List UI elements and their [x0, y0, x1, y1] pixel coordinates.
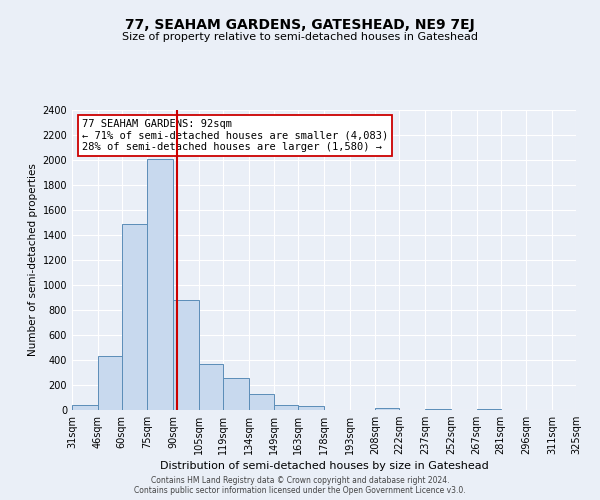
Text: Size of property relative to semi-detached houses in Gateshead: Size of property relative to semi-detach…	[122, 32, 478, 42]
Text: 77 SEAHAM GARDENS: 92sqm
← 71% of semi-detached houses are smaller (4,083)
28% o: 77 SEAHAM GARDENS: 92sqm ← 71% of semi-d…	[82, 119, 388, 152]
Text: Contains public sector information licensed under the Open Government Licence v3: Contains public sector information licen…	[134, 486, 466, 495]
Bar	[98, 356, 122, 410]
X-axis label: Distribution of semi-detached houses by size in Gateshead: Distribution of semi-detached houses by …	[160, 462, 488, 471]
Bar	[274, 405, 298, 410]
Text: Contains HM Land Registry data © Crown copyright and database right 2024.: Contains HM Land Registry data © Crown c…	[151, 476, 449, 485]
Text: 77, SEAHAM GARDENS, GATESHEAD, NE9 7EJ: 77, SEAHAM GARDENS, GATESHEAD, NE9 7EJ	[125, 18, 475, 32]
Bar	[199, 364, 223, 410]
Bar	[476, 409, 500, 410]
Bar	[148, 159, 173, 410]
Bar	[298, 406, 324, 410]
Bar	[122, 224, 148, 410]
Bar	[173, 300, 199, 410]
Bar	[425, 409, 451, 410]
Y-axis label: Number of semi-detached properties: Number of semi-detached properties	[28, 164, 38, 356]
Bar	[223, 378, 248, 410]
Bar	[72, 405, 98, 410]
Bar	[248, 394, 274, 410]
Bar	[376, 408, 400, 410]
